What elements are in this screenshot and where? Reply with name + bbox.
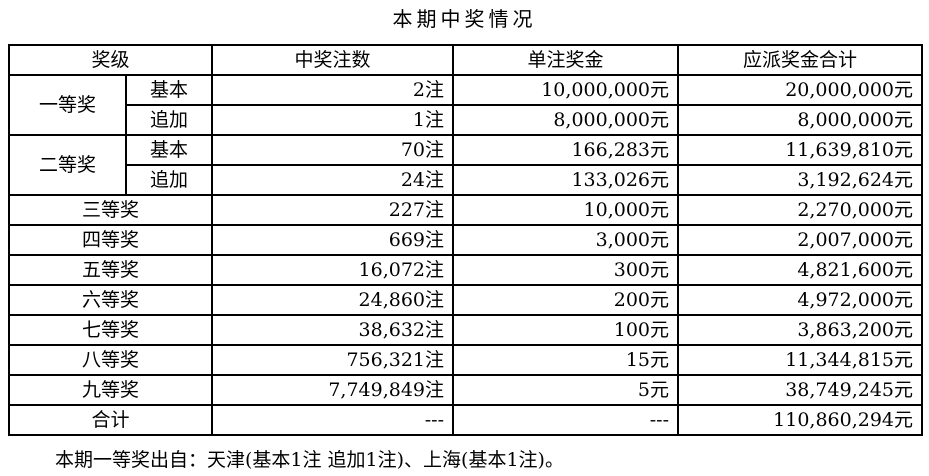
table-row-seventh-prize: 七等奖 38,632注 100元 3,863,200元 xyxy=(7,314,924,346)
cell-prize: 300元 xyxy=(452,254,680,286)
cell-count: 669注 xyxy=(211,224,455,256)
table-row-sixth-prize: 六等奖 24,860注 200元 4,972,000元 xyxy=(7,284,924,316)
cell-total: 3,863,200元 xyxy=(677,314,924,346)
cell-count: 38,632注 xyxy=(211,314,455,346)
cell-prize: 8,000,000元 xyxy=(452,104,680,136)
cell-prize: 3,000元 xyxy=(452,224,680,256)
table-row-fourth-prize: 四等奖 669注 3,000元 2,007,000元 xyxy=(7,224,924,256)
cell-count: --- xyxy=(211,404,455,436)
cell-count: 16,072注 xyxy=(211,254,455,286)
cell-prize: 166,283元 xyxy=(452,134,680,166)
cell-prize: 200元 xyxy=(452,284,680,316)
table-header-row: 奖级 中奖注数 单注奖金 应派奖金合计 xyxy=(7,44,924,76)
table-row-third-prize: 三等奖 227注 10,000元 2,270,000元 xyxy=(7,194,924,226)
header-single-prize: 单注奖金 xyxy=(452,44,680,76)
cell-level: 八等奖 xyxy=(7,344,214,376)
table-row-fifth-prize: 五等奖 16,072注 300元 4,821,600元 xyxy=(7,254,924,286)
cell-total: 20,000,000元 xyxy=(677,74,924,106)
cell-prize: --- xyxy=(452,404,680,436)
results-table: 奖级 中奖注数 单注奖金 应派奖金合计 一等奖 基本 2注 10,000,000… xyxy=(7,44,924,436)
cell-count: 227注 xyxy=(211,194,455,226)
cell-level: 九等奖 xyxy=(7,374,214,406)
table-row-eighth-prize: 八等奖 756,321注 15元 11,344,815元 xyxy=(7,344,924,376)
cell-prize: 15元 xyxy=(452,344,680,376)
cell-prize: 5元 xyxy=(452,374,680,406)
cell-count: 24,860注 xyxy=(211,284,455,316)
cell-subtype: 基本 xyxy=(124,74,214,106)
cell-total: 3,192,624元 xyxy=(677,164,924,196)
cell-level: 合计 xyxy=(7,404,214,436)
cell-prize: 133,026元 xyxy=(452,164,680,196)
cell-prize: 10,000,000元 xyxy=(452,74,680,106)
cell-total: 2,270,000元 xyxy=(677,194,924,226)
cell-prize: 10,000元 xyxy=(452,194,680,226)
cell-count: 24注 xyxy=(211,164,455,196)
cell-level: 二等奖 xyxy=(8,134,127,196)
cell-count: 756,321注 xyxy=(211,344,455,376)
cell-level: 四等奖 xyxy=(7,224,214,256)
cell-total: 2,007,000元 xyxy=(677,224,924,256)
footer-note: 本期一等奖出自：天津(基本1注 追加1注)、上海(基本1注)。 xyxy=(55,449,564,471)
cell-total: 4,972,000元 xyxy=(677,284,924,316)
cell-total: 8,000,000元 xyxy=(677,104,924,136)
cell-total: 11,344,815元 xyxy=(677,344,924,376)
cell-subtype: 基本 xyxy=(124,134,214,166)
cell-total: 4,821,600元 xyxy=(677,254,924,286)
cell-total: 38,749,245元 xyxy=(677,374,924,406)
cell-subtype: 追加 xyxy=(124,104,214,136)
cell-total: 11,639,810元 xyxy=(677,134,924,166)
cell-prize: 100元 xyxy=(452,314,680,346)
table-row-grand-total: 合计 --- --- 110,860,294元 xyxy=(7,404,924,436)
page-title: 本期中奖情况 xyxy=(392,7,537,31)
header-total-payout: 应派奖金合计 xyxy=(677,44,924,76)
table-row-ninth-prize: 九等奖 7,749,849注 5元 38,749,245元 xyxy=(7,374,924,406)
cell-level: 一等奖 xyxy=(8,74,127,136)
cell-level: 五等奖 xyxy=(7,254,214,286)
cell-count: 1注 xyxy=(211,104,455,136)
table-row-second-prize-additional: 追加 24注 133,026元 3,192,624元 xyxy=(9,164,924,196)
table-row-first-prize-basic: 一等奖 基本 2注 10,000,000元 20,000,000元 xyxy=(8,74,924,136)
cell-level: 三等奖 xyxy=(7,194,214,226)
cell-count: 7,749,849注 xyxy=(211,374,455,406)
cell-total: 110,860,294元 xyxy=(677,404,924,436)
cell-level: 七等奖 xyxy=(7,314,214,346)
cell-level: 六等奖 xyxy=(7,284,214,316)
cell-count: 70注 xyxy=(211,134,455,166)
header-winning-count: 中奖注数 xyxy=(211,44,455,76)
table-row-first-prize-additional: 追加 1注 8,000,000元 8,000,000元 xyxy=(9,104,924,136)
header-prize-level: 奖级 xyxy=(7,44,214,76)
table-row-second-prize-basic: 二等奖 基本 70注 166,283元 11,639,810元 xyxy=(8,134,924,196)
cell-count: 2注 xyxy=(211,74,455,106)
cell-subtype: 追加 xyxy=(124,164,214,196)
